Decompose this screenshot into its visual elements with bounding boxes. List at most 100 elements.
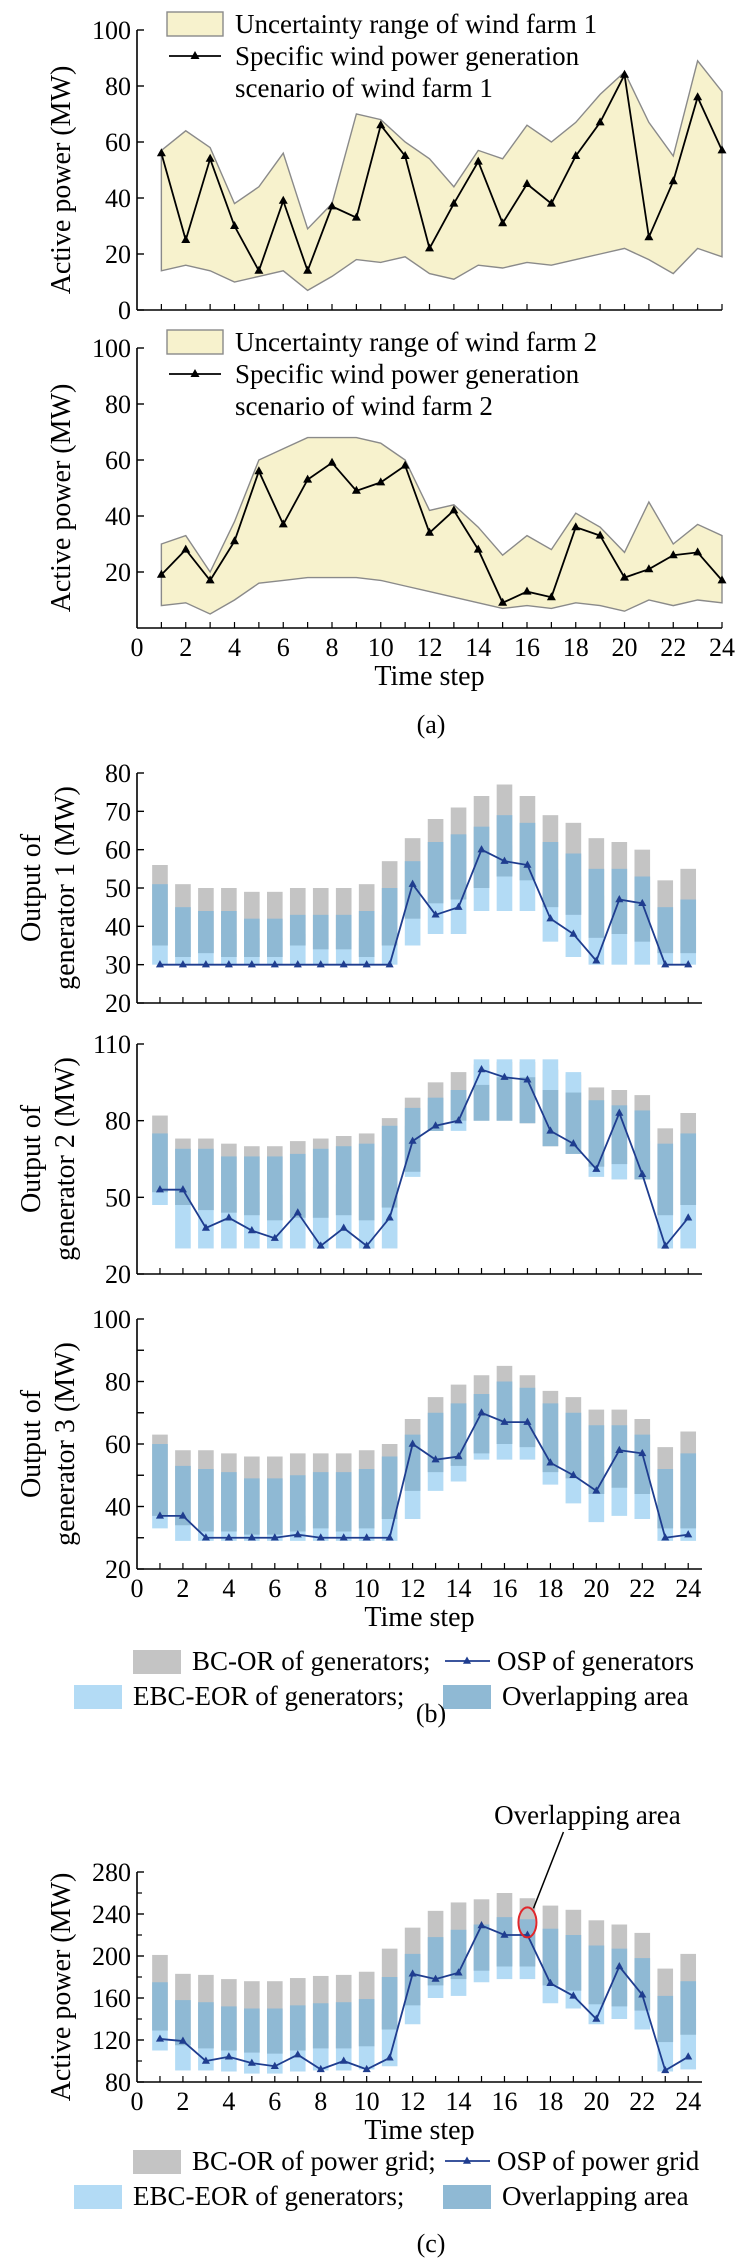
overlap-bar — [198, 2002, 214, 2049]
x-tick-label: 6 — [268, 1574, 281, 1603]
overlap-bar — [152, 1444, 168, 1516]
overlap-bar — [565, 1412, 582, 1479]
scenario-point — [546, 198, 556, 207]
overlap-bar — [312, 914, 329, 950]
overlap-bar — [312, 1148, 329, 1218]
legend-label: scenario of wind farm 1 — [235, 73, 493, 103]
x-tick-label: 4 — [222, 1574, 235, 1603]
scenario-point — [620, 572, 629, 581]
overlap-bar — [175, 2000, 191, 2046]
y-tick-label: 110 — [93, 1030, 131, 1059]
y-tick-label: 60 — [105, 128, 131, 157]
overlap-bar — [519, 1077, 536, 1124]
overlap-bar — [358, 1999, 375, 2047]
osp-point — [201, 1223, 210, 1231]
osp-point — [592, 1164, 601, 1172]
annotation-label: Overlapping area — [494, 1800, 681, 1830]
osp-point — [592, 1486, 601, 1494]
legend-c: BC-OR of power grid; OSP of power grid EBC… — [74, 2146, 700, 2211]
y-tick-label: 20 — [105, 989, 131, 1018]
osp-point — [569, 1139, 578, 1147]
scenario-point — [595, 530, 605, 539]
osp-point — [339, 2056, 348, 2064]
uncertainty-band — [160, 59, 723, 292]
x-tick-label: 0 — [131, 633, 144, 662]
osp-point — [454, 1968, 463, 1976]
overlap-bar — [519, 1919, 536, 1967]
x-tick-label: 22 — [629, 2087, 655, 2116]
osp-point — [408, 1136, 417, 1144]
y-tick-label: 240 — [92, 1900, 131, 1929]
y-tick-label: 50 — [105, 874, 131, 903]
y-tick-label: 40 — [105, 912, 131, 941]
overlap-bar — [542, 1928, 559, 1986]
scenario-point — [351, 212, 361, 221]
overlap-bar — [519, 822, 536, 881]
overlap-bar — [404, 861, 421, 919]
osp-point — [569, 1991, 578, 1999]
legend-band-swatch — [166, 329, 224, 355]
overlap-bar — [404, 1434, 421, 1491]
osp-point — [224, 1533, 233, 1541]
overlap-bar — [381, 1456, 398, 1519]
overlap-bar — [312, 2003, 329, 2049]
osp-line — [159, 1068, 689, 1248]
overlap-bar — [657, 1469, 674, 1529]
x-tick-label: 10 — [354, 2087, 380, 2116]
osp-point — [546, 1978, 555, 1986]
x-tick-label: 14 — [446, 1574, 472, 1603]
x-tick-label: 4 — [228, 633, 241, 662]
overlap-bar — [519, 1387, 536, 1448]
x-tick-label: 10 — [368, 633, 394, 662]
osp-point — [224, 1213, 233, 1221]
legend-band-swatch — [166, 11, 224, 37]
overlap-bar — [496, 1917, 513, 1967]
x-tick-label: 2 — [176, 1574, 189, 1603]
scenario-point — [522, 586, 532, 595]
scenario-point — [230, 221, 239, 229]
overlap-bar — [244, 1478, 260, 1535]
chart-generator-2: 20 50 80 110 Output of generator 2 (MW) — [16, 1030, 702, 1289]
scenario-point — [473, 544, 483, 553]
legend-label: Uncertainty range of wind farm 1 — [235, 9, 597, 39]
osp-point — [661, 1533, 670, 1541]
uncertainty-band — [160, 436, 723, 615]
y-axis-title: Output of generator 1 (MW) — [16, 786, 81, 990]
osp-point — [431, 1121, 440, 1129]
overlap-bar — [634, 876, 651, 942]
overlap-bar — [588, 1945, 605, 2005]
osp-point — [615, 1108, 624, 1116]
osp-point — [293, 960, 302, 968]
y-tick-label: 120 — [92, 2026, 131, 2055]
y-tick-label: 50 — [105, 1183, 131, 1212]
overlap-bar — [221, 2006, 237, 2051]
y-axis-title-line: generator 2 (MW) — [50, 1057, 81, 1261]
scenario-point — [693, 547, 703, 556]
osp-point — [316, 1241, 325, 1249]
x-tick-label: 16 — [491, 1574, 517, 1603]
x-tick-label: 20 — [583, 2087, 609, 2116]
y-tick-label: 40 — [105, 1493, 131, 1522]
overlap-bar — [381, 1977, 398, 2030]
scenario-point — [571, 151, 581, 159]
osp-point — [477, 845, 486, 853]
osp-point — [224, 960, 233, 968]
annotation-ellipse — [517, 1906, 538, 1939]
x-tick-label: 6 — [277, 633, 290, 662]
x-tick-label: 8 — [314, 2087, 327, 2116]
osp-point — [201, 2056, 210, 2064]
y-tick-label: 0 — [118, 296, 131, 325]
osp-point — [477, 1921, 486, 1929]
osp-point — [500, 856, 509, 864]
scenario-point — [668, 550, 678, 559]
osp-point — [247, 1226, 256, 1234]
osp-point — [385, 1533, 394, 1541]
legend-label: EBC-EOR of generators; — [133, 2181, 404, 2211]
y-tick-label: 20 — [105, 558, 131, 587]
x-tick-label: 8 — [326, 633, 339, 662]
overlap-bar — [634, 1958, 651, 2011]
overlap-bar — [381, 888, 398, 946]
